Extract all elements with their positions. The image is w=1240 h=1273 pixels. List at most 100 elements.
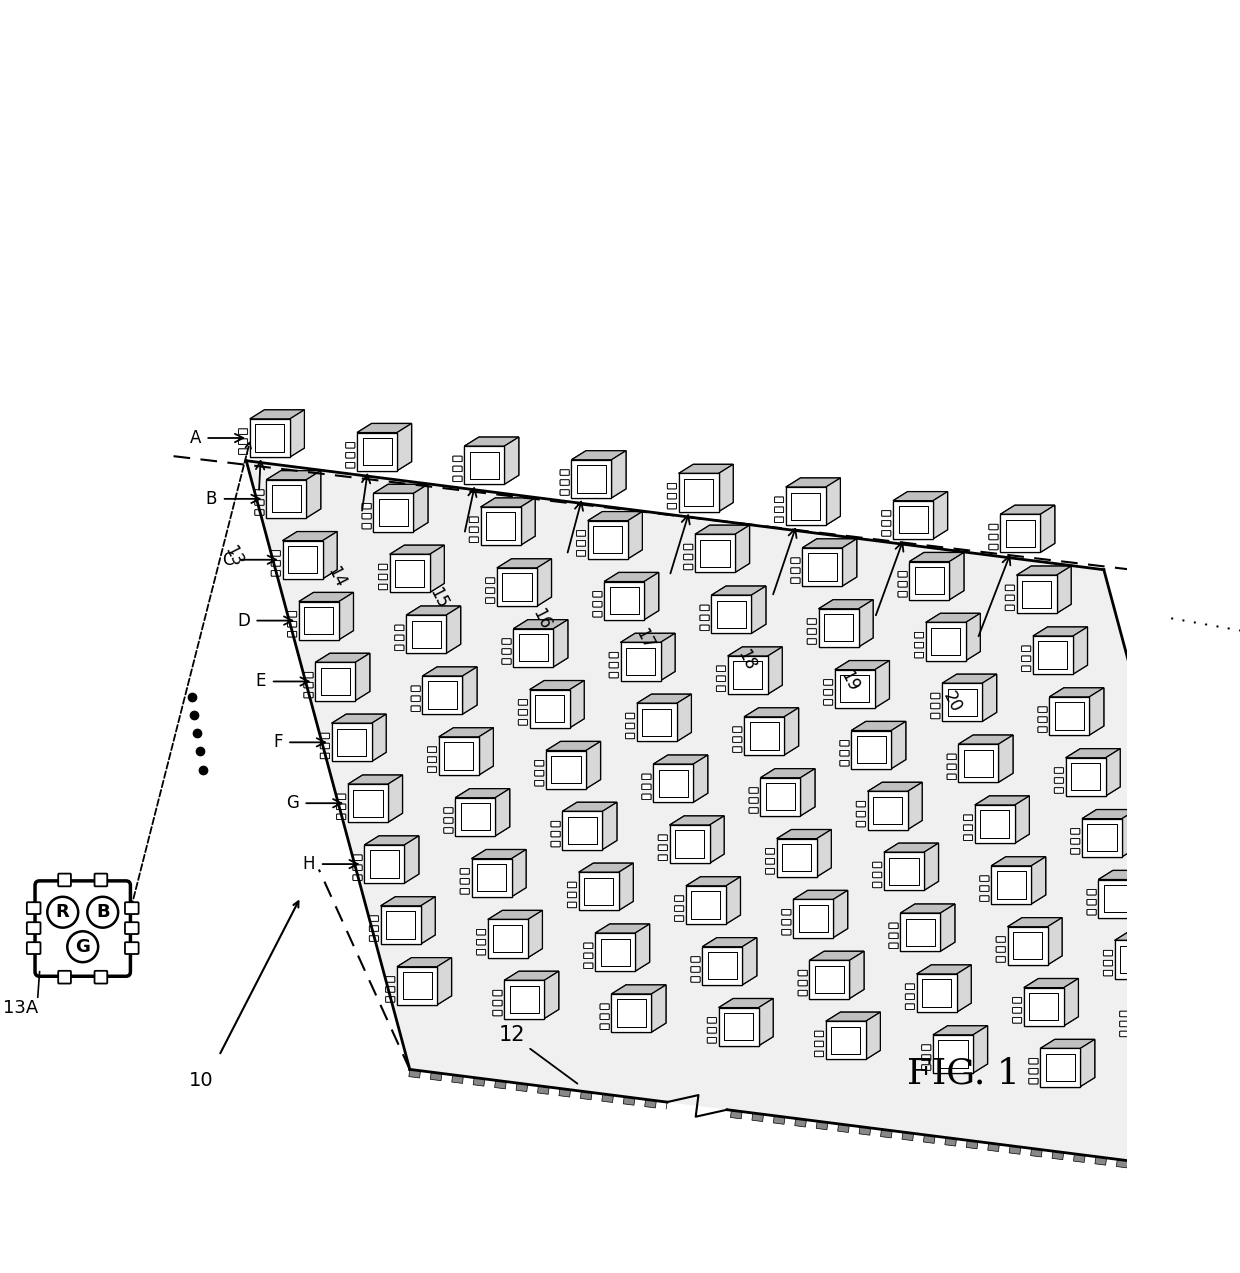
FancyBboxPatch shape <box>765 868 775 875</box>
Polygon shape <box>436 957 451 1004</box>
Bar <box>620 643 661 681</box>
Bar <box>1065 757 1106 796</box>
FancyBboxPatch shape <box>990 535 998 540</box>
FancyBboxPatch shape <box>980 896 990 901</box>
FancyBboxPatch shape <box>749 808 758 813</box>
FancyBboxPatch shape <box>272 560 280 566</box>
Bar <box>403 973 432 999</box>
Polygon shape <box>471 849 526 858</box>
Bar <box>889 858 919 885</box>
Polygon shape <box>730 1110 742 1119</box>
FancyBboxPatch shape <box>593 602 601 607</box>
Polygon shape <box>1008 918 1061 927</box>
Polygon shape <box>569 681 584 728</box>
Bar <box>815 966 844 993</box>
FancyBboxPatch shape <box>781 909 791 915</box>
Polygon shape <box>413 484 428 532</box>
FancyBboxPatch shape <box>707 1027 717 1034</box>
Polygon shape <box>858 600 873 647</box>
Polygon shape <box>407 606 460 615</box>
FancyBboxPatch shape <box>642 774 651 779</box>
FancyBboxPatch shape <box>125 903 139 914</box>
Bar <box>675 830 704 858</box>
Bar <box>1055 703 1084 729</box>
Bar <box>470 452 498 479</box>
Bar <box>1131 1002 1171 1039</box>
Bar <box>370 850 399 877</box>
Bar <box>494 925 522 952</box>
FancyBboxPatch shape <box>839 760 849 766</box>
Bar <box>942 684 982 722</box>
FancyBboxPatch shape <box>898 582 908 587</box>
Bar <box>1083 819 1122 857</box>
Polygon shape <box>696 526 749 535</box>
Polygon shape <box>464 437 518 446</box>
Bar <box>959 745 998 783</box>
Polygon shape <box>908 783 923 830</box>
Polygon shape <box>513 620 568 629</box>
FancyBboxPatch shape <box>980 896 990 901</box>
FancyBboxPatch shape <box>600 1023 609 1030</box>
FancyBboxPatch shape <box>931 694 940 699</box>
FancyBboxPatch shape <box>600 1023 609 1030</box>
FancyBboxPatch shape <box>733 737 742 742</box>
Bar <box>852 731 892 769</box>
Bar <box>1038 642 1068 668</box>
Bar <box>791 493 821 519</box>
Bar <box>981 811 1009 838</box>
FancyBboxPatch shape <box>272 551 280 556</box>
Polygon shape <box>661 634 675 681</box>
FancyBboxPatch shape <box>1136 1072 1146 1077</box>
Polygon shape <box>1080 1039 1095 1087</box>
Bar <box>692 891 720 919</box>
FancyBboxPatch shape <box>378 584 388 589</box>
Polygon shape <box>916 965 971 974</box>
FancyBboxPatch shape <box>963 815 972 821</box>
Bar <box>460 803 490 830</box>
Polygon shape <box>537 559 552 606</box>
FancyBboxPatch shape <box>683 545 693 550</box>
Bar <box>250 419 290 457</box>
FancyBboxPatch shape <box>469 517 479 522</box>
FancyBboxPatch shape <box>238 439 248 444</box>
FancyBboxPatch shape <box>412 707 420 712</box>
FancyBboxPatch shape <box>444 817 453 824</box>
Bar <box>1083 819 1122 857</box>
FancyBboxPatch shape <box>658 845 667 850</box>
FancyBboxPatch shape <box>492 990 502 995</box>
FancyBboxPatch shape <box>336 805 346 810</box>
FancyBboxPatch shape <box>1120 1021 1128 1027</box>
FancyBboxPatch shape <box>1038 707 1047 713</box>
FancyBboxPatch shape <box>799 970 807 976</box>
Bar <box>728 656 768 694</box>
FancyBboxPatch shape <box>839 751 849 756</box>
FancyBboxPatch shape <box>346 443 355 448</box>
FancyBboxPatch shape <box>931 703 940 709</box>
Polygon shape <box>389 545 444 554</box>
Bar <box>283 541 322 579</box>
FancyBboxPatch shape <box>675 896 683 901</box>
FancyBboxPatch shape <box>1054 788 1064 793</box>
Bar <box>724 1013 753 1040</box>
FancyBboxPatch shape <box>963 815 972 821</box>
Bar <box>1017 575 1056 614</box>
Polygon shape <box>1014 796 1029 843</box>
FancyBboxPatch shape <box>502 639 511 644</box>
FancyBboxPatch shape <box>600 1004 609 1009</box>
Bar <box>760 778 800 816</box>
Bar <box>678 474 719 512</box>
Bar <box>1147 1062 1188 1100</box>
FancyBboxPatch shape <box>394 625 404 630</box>
Bar <box>670 825 709 863</box>
Bar <box>702 947 743 985</box>
FancyBboxPatch shape <box>593 592 601 597</box>
Polygon shape <box>407 606 460 615</box>
FancyBboxPatch shape <box>931 713 940 719</box>
Bar <box>794 900 833 938</box>
Polygon shape <box>1056 566 1071 614</box>
FancyBboxPatch shape <box>675 896 683 901</box>
FancyBboxPatch shape <box>717 666 725 671</box>
Bar <box>620 643 661 681</box>
FancyBboxPatch shape <box>775 517 784 522</box>
Text: 13A: 13A <box>2 999 37 1017</box>
